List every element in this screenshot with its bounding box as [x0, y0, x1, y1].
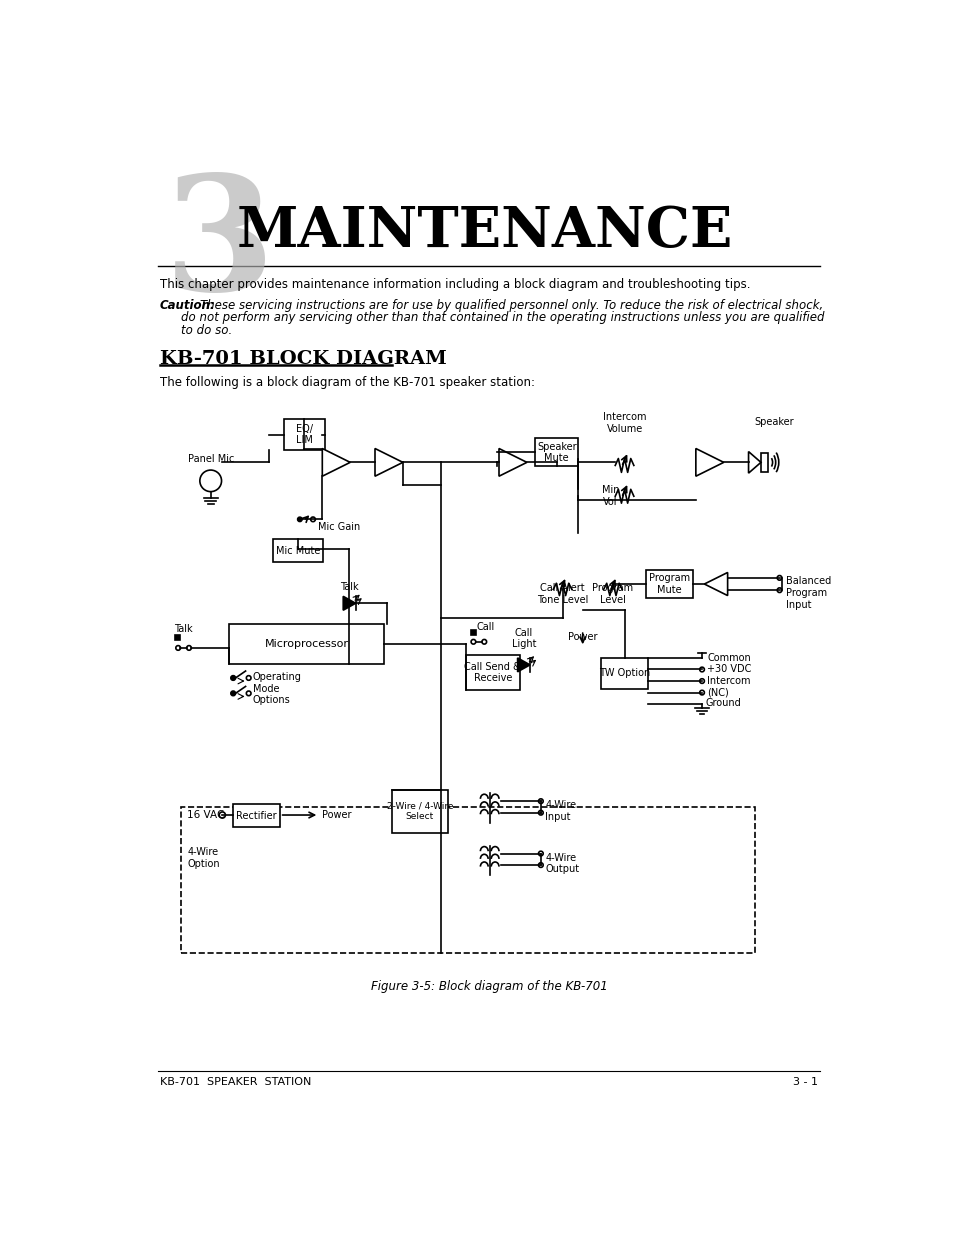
Circle shape [175, 646, 180, 651]
Text: 3 - 1: 3 - 1 [793, 1077, 818, 1087]
Circle shape [187, 646, 192, 651]
Circle shape [199, 471, 221, 492]
Text: Speaker: Speaker [754, 417, 793, 427]
Text: Microprocessor: Microprocessor [265, 638, 349, 650]
Bar [392, 789, 447, 832]
Polygon shape [703, 573, 727, 595]
Text: Intercom
Volume: Intercom Volume [602, 412, 645, 433]
Text: Power: Power [322, 810, 352, 820]
Text: Talk: Talk [340, 583, 358, 593]
Text: Caution:: Caution: [159, 299, 215, 312]
Text: Rectifier: Rectifier [235, 811, 276, 821]
Circle shape [537, 851, 542, 856]
Text: EQ/
LIM: EQ/ LIM [295, 424, 313, 446]
Circle shape [699, 679, 703, 683]
Text: 2-Wire / 4-Wire
Select: 2-Wire / 4-Wire Select [386, 802, 453, 821]
Bar [760, 453, 767, 472]
Text: Balanced
Program
Input: Balanced Program Input [785, 577, 830, 610]
Polygon shape [695, 448, 723, 477]
Circle shape [699, 667, 703, 672]
Text: 4-Wire
Input: 4-Wire Input [545, 800, 576, 823]
Text: 16 VAC: 16 VAC [187, 810, 225, 820]
Text: Power: Power [567, 632, 597, 642]
Circle shape [297, 517, 302, 521]
Bar [465, 655, 519, 690]
Bar [273, 540, 323, 562]
Bar [229, 624, 384, 664]
Bar [181, 806, 754, 953]
Bar [174, 635, 180, 640]
Circle shape [311, 517, 315, 521]
Bar [471, 630, 476, 635]
Text: to do so.: to do so. [181, 324, 233, 337]
Circle shape [231, 692, 235, 695]
Circle shape [537, 799, 542, 804]
Polygon shape [343, 597, 355, 610]
Text: TW Option: TW Option [598, 668, 650, 678]
Polygon shape [322, 448, 350, 477]
Text: Min
Vol: Min Vol [601, 485, 618, 508]
Bar [600, 658, 647, 689]
Circle shape [537, 810, 542, 815]
Text: 4-Wire
Output: 4-Wire Output [545, 852, 579, 874]
Polygon shape [517, 658, 530, 672]
Text: Call
Light: Call Light [511, 627, 536, 650]
Polygon shape [748, 452, 760, 473]
Text: do not perform any servicing other than that contained in the operating instruct: do not perform any servicing other than … [181, 311, 824, 325]
Circle shape [246, 676, 251, 680]
Text: Figure 3-5: Block diagram of the KB-701: Figure 3-5: Block diagram of the KB-701 [370, 979, 607, 993]
Polygon shape [498, 448, 526, 477]
Bar [233, 804, 279, 827]
Text: Ground: Ground [705, 698, 740, 708]
Text: Operating
Mode
Options: Operating Mode Options [253, 672, 301, 705]
Text: +30 VDC: +30 VDC [707, 664, 751, 674]
Text: Mic Mute: Mic Mute [275, 546, 320, 556]
Text: This chapter provides maintenance information including a block diagram and trou: This chapter provides maintenance inform… [159, 278, 749, 290]
Text: 4-Wire
Option: 4-Wire Option [187, 847, 220, 869]
Text: Talk: Talk [174, 625, 193, 635]
Text: Call: Call [476, 622, 495, 632]
Text: The following is a block diagram of the KB-701 speaker station:: The following is a block diagram of the … [159, 377, 534, 389]
Polygon shape [375, 448, 402, 477]
Text: Call Alert
Tone Level: Call Alert Tone Level [537, 583, 588, 605]
Text: (NC): (NC) [707, 688, 728, 698]
Text: Intercom: Intercom [707, 676, 750, 685]
Text: Speaker
Mute: Speaker Mute [537, 442, 576, 463]
Text: KB-701 BLOCK DIAGRAM: KB-701 BLOCK DIAGRAM [159, 350, 446, 368]
Bar [284, 419, 324, 450]
Circle shape [777, 576, 781, 580]
Circle shape [699, 690, 703, 695]
Text: Call Send &
Receive: Call Send & Receive [464, 662, 520, 683]
Text: Program
Mute: Program Mute [648, 573, 689, 595]
Circle shape [219, 811, 225, 818]
Text: Program
Level: Program Level [592, 583, 633, 605]
Circle shape [481, 640, 486, 645]
Bar [535, 438, 578, 466]
Bar [645, 571, 692, 598]
Text: Mic Gain: Mic Gain [317, 522, 359, 532]
Circle shape [777, 588, 781, 593]
Text: 3: 3 [164, 169, 275, 324]
Text: MAINTENANCE: MAINTENANCE [236, 204, 733, 258]
Circle shape [231, 676, 235, 680]
Circle shape [246, 692, 251, 695]
Text: Panel Mic: Panel Mic [188, 454, 233, 464]
Text: Common: Common [707, 653, 750, 663]
Circle shape [537, 863, 542, 867]
Text: KB-701  SPEAKER  STATION: KB-701 SPEAKER STATION [159, 1077, 311, 1087]
Text: These servicing instructions are for use by qualified personnel only. To reduce : These servicing instructions are for use… [199, 299, 822, 312]
Circle shape [471, 640, 476, 645]
